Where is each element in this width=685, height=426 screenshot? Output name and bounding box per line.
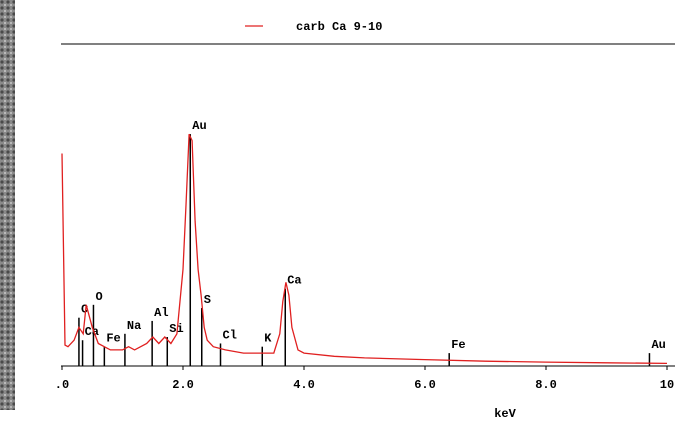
spectrum-line [61,133,668,365]
element-label: Fe [106,332,120,346]
element-label: Cl [223,328,237,342]
element-label: O [95,290,102,304]
element-label: Al [154,306,168,320]
element-label: C [81,303,88,317]
x-tick-label: 4.0 [293,378,315,392]
element-label: K [264,332,272,346]
legend-label: carb Ca 9-10 [296,20,382,34]
x-tick-label: 10 [660,378,674,392]
element-label: Au [651,338,665,352]
element-label: Au [192,119,206,133]
x-tick-label: 2.0 [172,378,194,392]
x-tick-label: .0 [55,378,69,392]
element-label: Ca [287,274,301,288]
x-axis-label: keV [494,407,516,421]
sem-image-edge [0,0,15,410]
element-label: Fe [451,338,465,352]
element-label: Si [169,322,183,336]
element-label: S [204,293,211,307]
x-tick-label: 8.0 [535,378,557,392]
element-label: Na [127,319,141,333]
x-tick-label: 6.0 [414,378,436,392]
